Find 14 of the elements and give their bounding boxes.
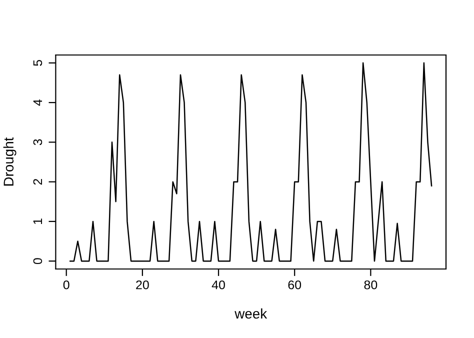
line-series [70, 62, 432, 262]
x-axis-title: week [234, 308, 268, 319]
y-axis-title: Drought [3, 137, 16, 186]
x-tick-label: 40 [212, 280, 225, 290]
y-tick-label: 3 [33, 139, 42, 146]
x-tick-label: 60 [288, 280, 302, 290]
x-tick-label: 0 [63, 280, 70, 290]
y-tick-label: 1 [33, 218, 42, 224]
x-tick-label: 20 [136, 280, 149, 290]
x-tick-label: 80 [364, 280, 378, 290]
y-tick-label: 2 [33, 178, 42, 185]
y-tick-label: 0 [33, 258, 42, 264]
y-tick-label: 5 [33, 60, 42, 66]
y-tick-label: 4 [33, 99, 42, 106]
